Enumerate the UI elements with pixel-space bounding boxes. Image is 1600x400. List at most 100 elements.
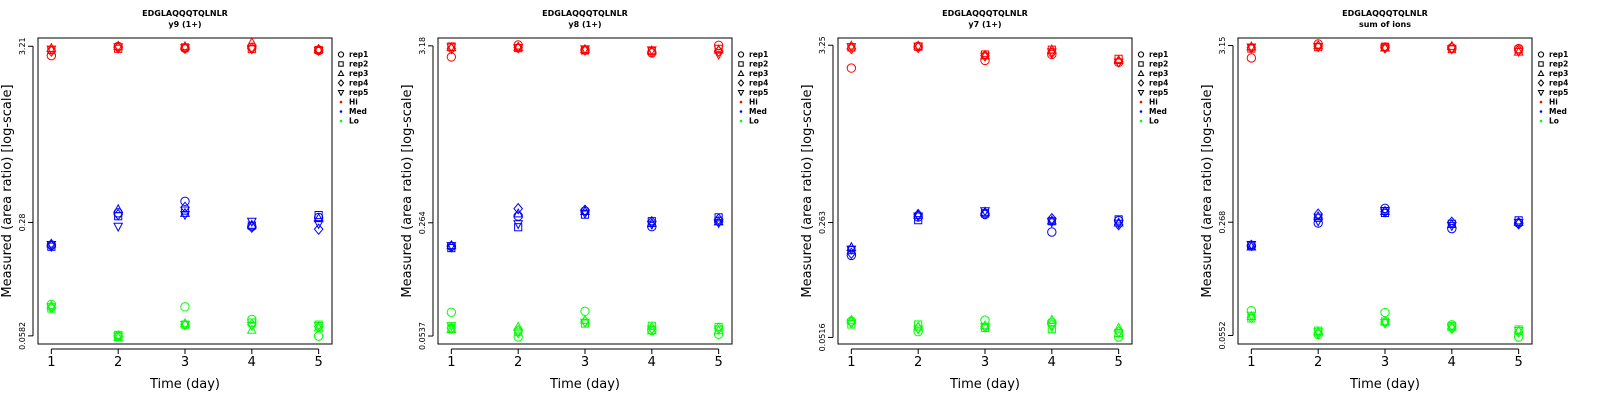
- data-point: [513, 202, 524, 215]
- data-point: [579, 45, 591, 55]
- series-med: [846, 206, 1124, 261]
- chart-svg-1: EDGLAQQQTQLNLR y9 (1+) 1 2 3 4 5 Time (day) 0.05…: [0, 9, 368, 392]
- legend-label: Med: [749, 107, 767, 116]
- data-point: [646, 215, 657, 228]
- x-tick-label: 4: [648, 355, 656, 370]
- data-point: [1046, 218, 1057, 228]
- data-point: [513, 329, 524, 339]
- plot-frame: [837, 37, 1133, 345]
- legend-label: Hi: [749, 98, 758, 107]
- series-hi: [46, 36, 324, 61]
- legend-label: Med: [349, 107, 367, 116]
- y-tick-label: 0.28: [18, 214, 27, 232]
- data-point: [513, 220, 524, 230]
- legend-marker: [1538, 61, 1544, 67]
- data-point: [179, 207, 191, 217]
- data-point: [46, 42, 57, 52]
- data-point: [1246, 240, 1257, 251]
- x-tick-label: 2: [1314, 355, 1322, 370]
- data-point: [1446, 216, 1457, 229]
- legend-marker: [339, 100, 343, 104]
- x-tick-label: 2: [514, 355, 522, 370]
- legend-marker: [1539, 119, 1543, 123]
- data-point: [846, 40, 857, 50]
- data-point: [1379, 206, 1391, 217]
- data-point: [313, 322, 324, 332]
- data-point: [1446, 222, 1457, 232]
- data-point: [314, 211, 323, 220]
- data-point: [513, 332, 523, 342]
- chart-svg-4: EDGLAQQQTQLNLR sum of ions 1 2 3 4 5 Time (day)…: [1200, 9, 1568, 392]
- data-point: [1047, 227, 1057, 237]
- data-point: [1047, 325, 1056, 334]
- legend-marker: [737, 69, 745, 76]
- data-point: [513, 324, 524, 337]
- y-tick-label: 3.15: [1218, 37, 1227, 55]
- x-axis-label: Time (day): [149, 377, 220, 392]
- x-tick-label: 1: [1247, 355, 1255, 370]
- data-point: [913, 42, 924, 52]
- data-point: [913, 325, 924, 335]
- legend-label: rep2: [349, 60, 368, 69]
- data-point: [979, 52, 991, 62]
- series-med: [1246, 203, 1524, 252]
- x-tick-label: 5: [1514, 355, 1522, 370]
- data-point: [513, 208, 524, 218]
- x-axis-label: Time (day): [949, 377, 1020, 392]
- series-lo: [446, 306, 724, 342]
- x-tick-label: 5: [714, 355, 722, 370]
- data-point: [113, 43, 124, 53]
- legend-label: Med: [1149, 107, 1167, 116]
- chart-svg-3: EDGLAQQQTQLNLR y7 (1+) 1 2 3 4 5 Time (day) 0.05…: [800, 9, 1168, 392]
- data-point: [1379, 44, 1391, 54]
- data-point: [46, 303, 57, 313]
- data-point: [1046, 212, 1057, 225]
- legend-label: rep3: [749, 69, 768, 78]
- data-point: [646, 46, 657, 56]
- legend-label: Hi: [1549, 98, 1558, 107]
- x-tick-label: 4: [1448, 355, 1456, 370]
- legend-label: Lo: [349, 117, 359, 126]
- legend-label: rep4: [749, 79, 768, 88]
- data-point: [113, 203, 124, 214]
- data-point: [513, 43, 524, 54]
- data-point: [1446, 323, 1457, 333]
- data-point: [713, 40, 724, 51]
- data-point: [846, 63, 857, 73]
- chart-title: EDGLAQQQTQLNLR: [142, 9, 228, 18]
- legend-marker: [739, 119, 743, 123]
- x-tick-label: 4: [1048, 355, 1056, 370]
- chart-title: EDGLAQQQTQLNLR: [542, 9, 628, 18]
- data-point: [580, 204, 590, 217]
- plot-frame: [437, 37, 733, 345]
- data-point: [913, 212, 924, 222]
- data-point: [1113, 219, 1124, 230]
- legend-marker: [337, 79, 345, 87]
- data-point: [179, 44, 191, 54]
- data-point: [313, 212, 324, 223]
- data-point: [179, 210, 191, 221]
- chart-subtitle: y9 (1+): [168, 20, 201, 29]
- data-point: [246, 45, 257, 55]
- chart-title: EDGLAQQQTQLNLR: [942, 9, 1028, 18]
- series-hi: [846, 40, 1124, 73]
- data-point: [580, 306, 590, 317]
- data-point: [46, 45, 57, 55]
- legend-marker: [737, 51, 745, 58]
- legend-label: rep1: [749, 50, 768, 59]
- series-lo: [846, 314, 1124, 342]
- data-point: [180, 302, 190, 312]
- data-point: [1513, 47, 1524, 58]
- data-point: [1113, 58, 1124, 68]
- legend-marker: [339, 119, 343, 123]
- x-tick-label: 2: [114, 355, 122, 370]
- data-point: [1313, 208, 1324, 220]
- legend-marker: [737, 79, 745, 87]
- data-point: [180, 196, 190, 207]
- data-point: [313, 47, 324, 57]
- legend-marker: [337, 51, 345, 58]
- data-point: [846, 43, 857, 53]
